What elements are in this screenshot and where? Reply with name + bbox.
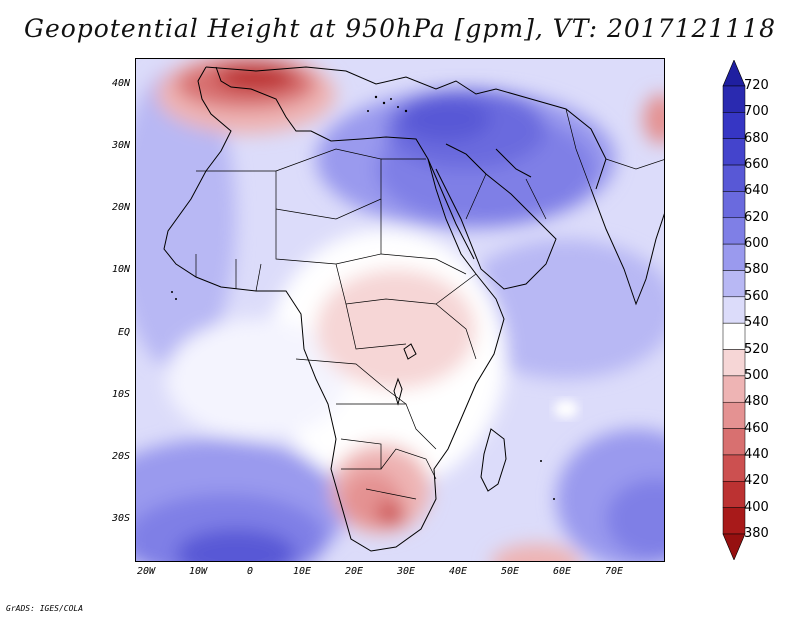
colorbar-label: 580 xyxy=(744,262,769,278)
lat-label-10n: 10N xyxy=(111,264,130,275)
colorbar-label: 700 xyxy=(744,104,769,120)
lon-label-10e: 10E xyxy=(292,566,312,577)
colorbar-band xyxy=(722,243,746,271)
lat-label-30n: 30N xyxy=(111,140,130,151)
colorbar-label: 640 xyxy=(744,183,769,199)
colorbar-band xyxy=(722,296,746,324)
height-field-blobs xyxy=(136,59,664,561)
colorbar-band xyxy=(722,138,746,166)
lat-label-20n: 20N xyxy=(111,202,130,213)
colorbar-label: 500 xyxy=(744,367,769,383)
colorbar-band xyxy=(722,270,746,298)
lon-label-50e: 50E xyxy=(500,566,520,577)
colorbar-band xyxy=(722,481,746,508)
colorbar-band xyxy=(722,349,746,377)
lon-label-60e: 60E xyxy=(552,566,572,577)
colorbar xyxy=(722,60,746,560)
colorbar-band xyxy=(722,401,746,429)
colorbar-band xyxy=(722,454,746,482)
colorbar-bottom-triangle xyxy=(722,533,746,560)
colorbar-band xyxy=(722,85,746,113)
colorbar-label: 480 xyxy=(744,394,769,410)
lat-label-30s: 30S xyxy=(111,513,130,524)
colorbar-label: 380 xyxy=(744,526,769,541)
lat-label-eq: EQ xyxy=(117,327,130,338)
colorbar-band xyxy=(722,322,746,350)
colorbar-band xyxy=(722,507,746,535)
colorbar-band xyxy=(722,191,746,219)
colorbar-label: 660 xyxy=(744,157,769,173)
colorbar-label: 720 xyxy=(744,78,769,93)
colorbar-label: 460 xyxy=(744,420,769,436)
colorbar-label: 520 xyxy=(744,341,769,357)
lon-label-30e: 30E xyxy=(396,566,416,577)
colorbar-label: 440 xyxy=(744,446,769,462)
colorbar-label: 540 xyxy=(744,315,769,331)
geopotential-map xyxy=(136,59,664,561)
country-borders xyxy=(195,108,664,500)
colorbar-band xyxy=(722,428,746,456)
colorbar-top-triangle xyxy=(722,60,746,87)
colorbar-band xyxy=(722,217,746,245)
colorbar-label: 400 xyxy=(744,499,769,515)
lon-label-40e: 40E xyxy=(448,566,468,577)
lon-label-0: 0 xyxy=(246,566,254,577)
lon-label-10w: 10W xyxy=(188,566,208,577)
chart-title: Geopotential Height at 950hPa [gpm], VT:… xyxy=(23,14,777,43)
colorbar-label: 600 xyxy=(744,236,769,252)
colorbar-label: 680 xyxy=(744,130,769,146)
colorbar-label: 420 xyxy=(744,473,769,489)
lat-label-10s: 10S xyxy=(111,389,130,400)
lat-label-40n: 40N xyxy=(111,78,130,89)
lon-label-70e: 70E xyxy=(604,566,624,577)
lon-label-20e: 20E xyxy=(344,566,364,577)
colorbar-label: 560 xyxy=(744,288,769,304)
colorbar-label: 620 xyxy=(744,209,769,225)
map-panel xyxy=(135,58,665,562)
colorbar-band xyxy=(722,375,746,403)
colorbar-band xyxy=(722,164,746,192)
lon-label-20w: 20W xyxy=(136,566,156,577)
islands xyxy=(171,95,555,500)
colorbar-band xyxy=(722,112,746,139)
lat-label-20s: 20S xyxy=(111,451,130,462)
grads-credit: GrADS: IGES/COLA xyxy=(6,604,84,613)
